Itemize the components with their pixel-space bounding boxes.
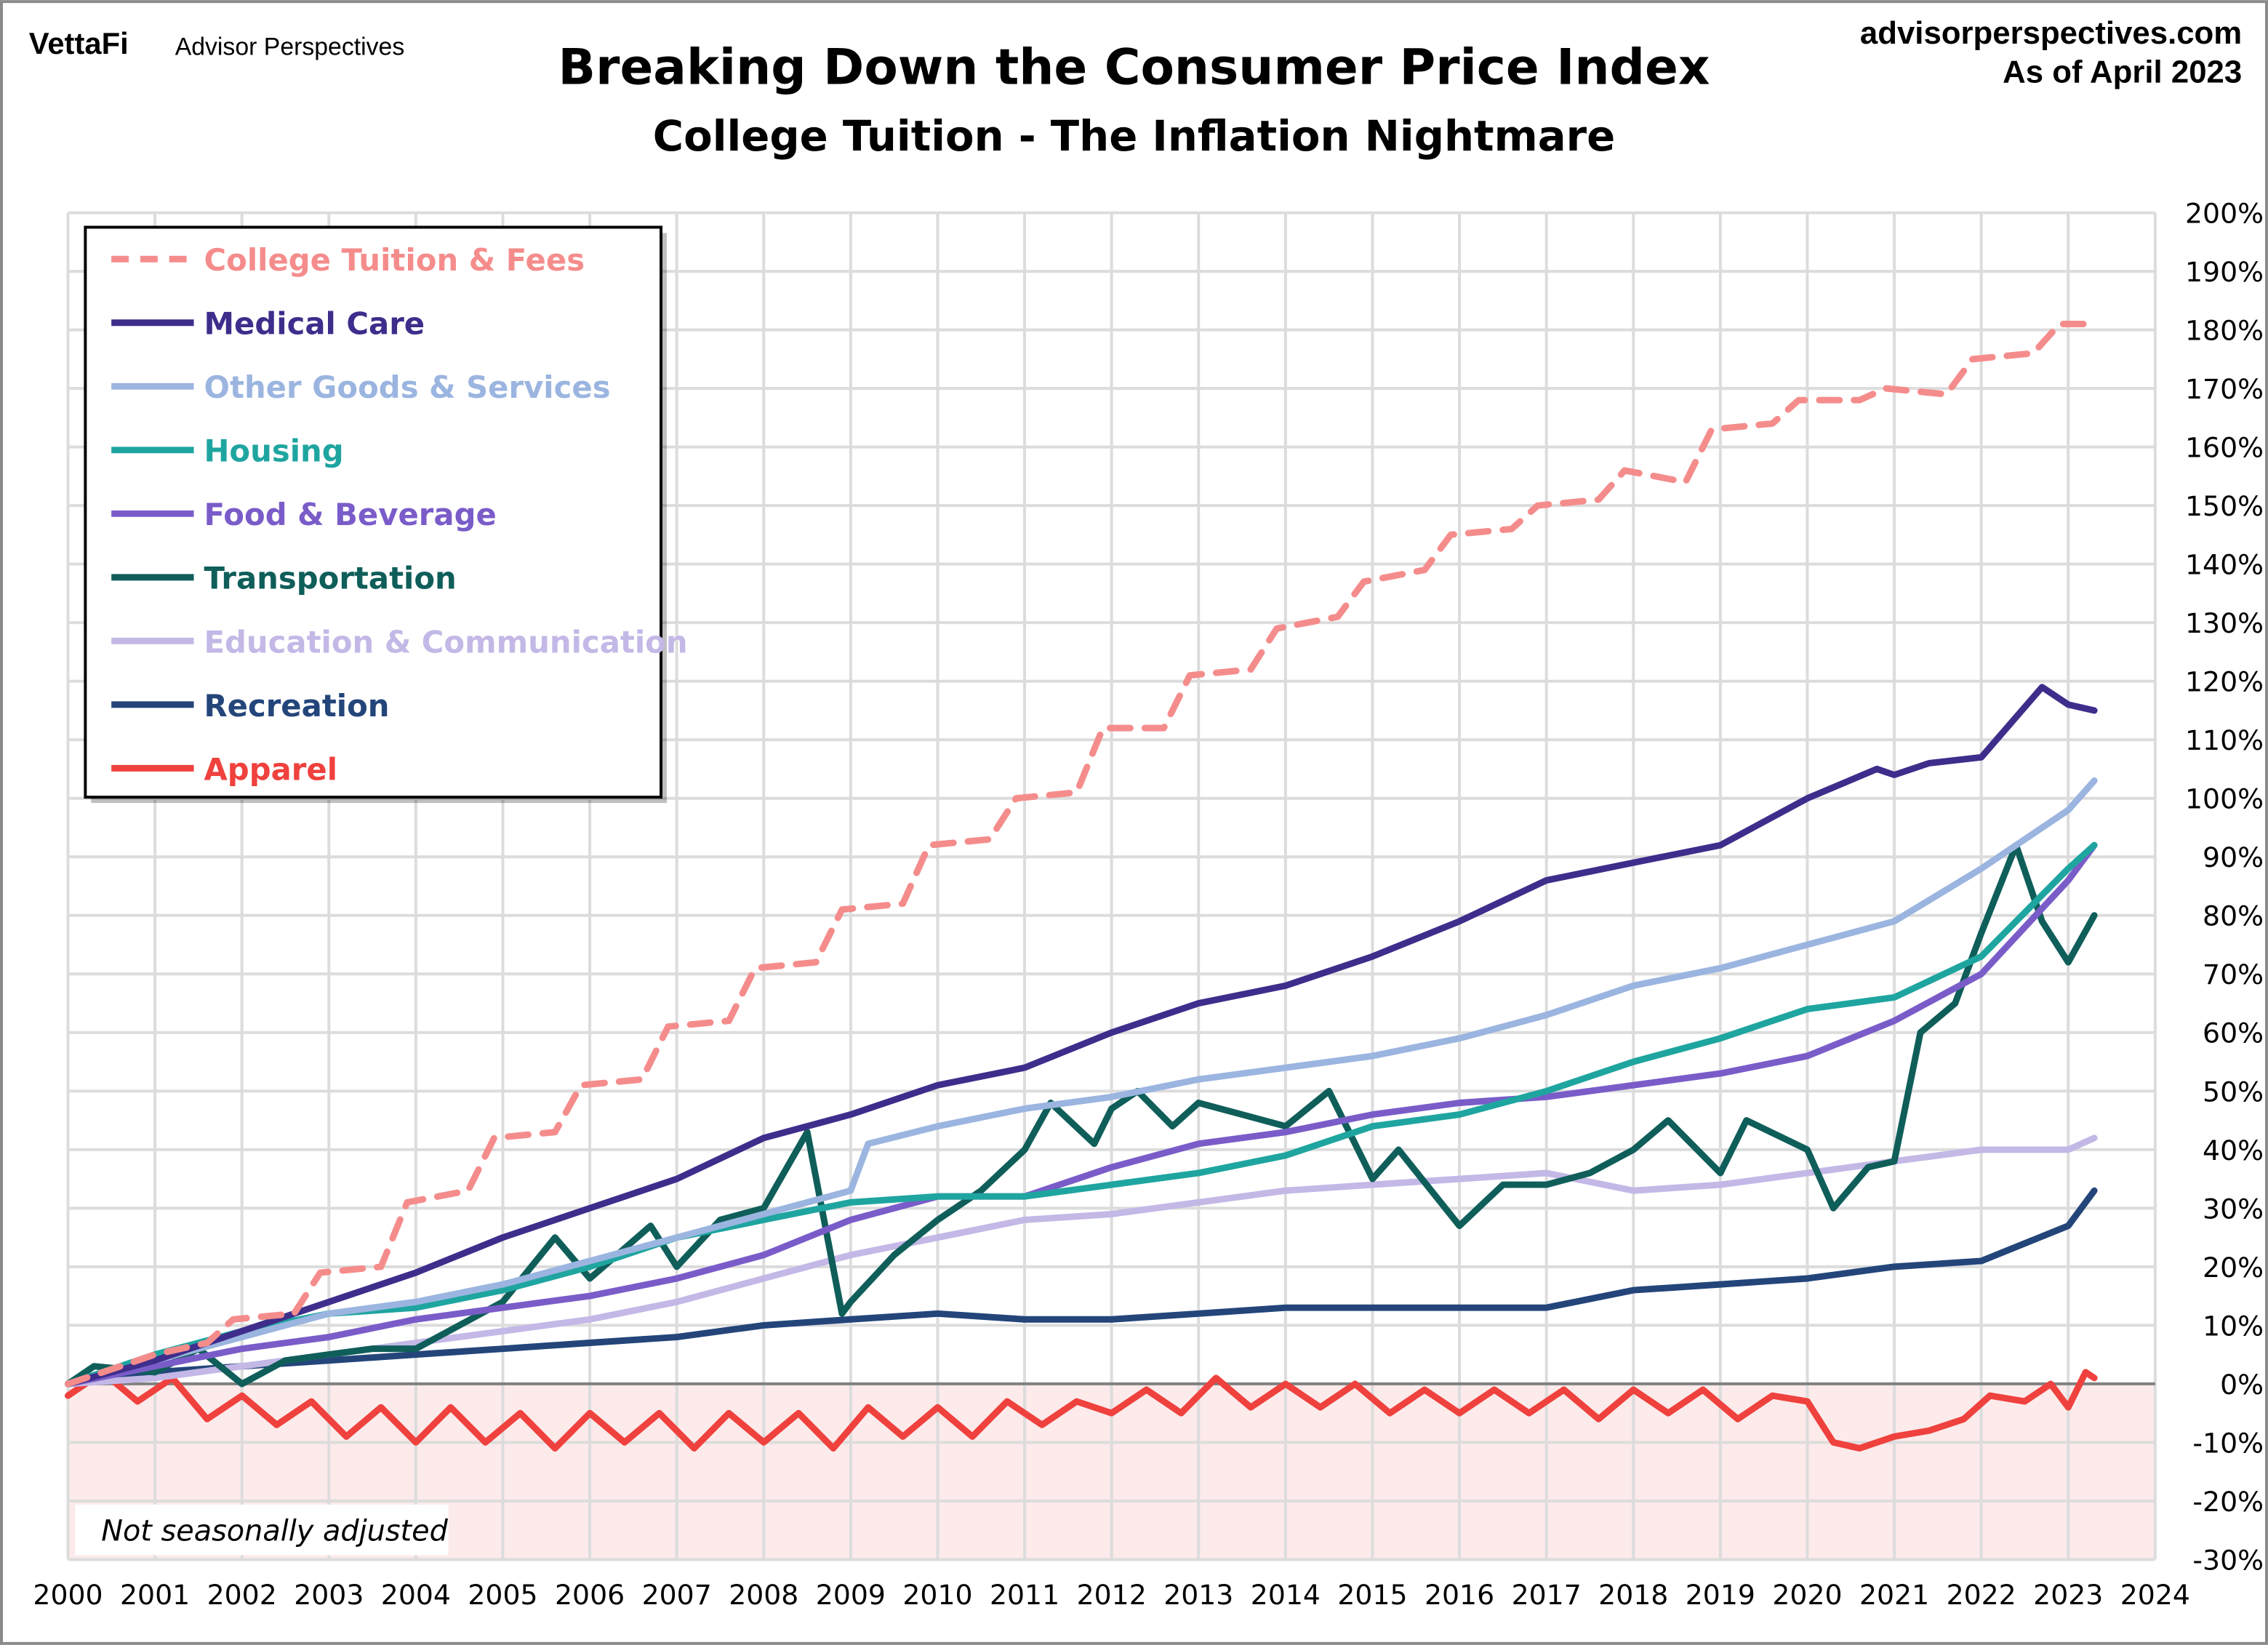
x-tick-label: 2012 <box>1077 1579 1147 1611</box>
note-text: Not seasonally adjusted <box>101 1515 448 1548</box>
legend-label: College Tuition & Fees <box>204 242 585 278</box>
y-tick-label: 110% <box>2185 724 2264 756</box>
chart-title: Breaking Down the Consumer Price Index <box>558 39 1710 96</box>
x-tick-label: 2006 <box>555 1579 625 1611</box>
series-line-other-goods-services <box>65 777 2098 1388</box>
x-tick-label: 2002 <box>207 1579 277 1611</box>
legend-label: Medical Care <box>204 306 425 342</box>
y-tick-label: 130% <box>2185 607 2264 639</box>
x-tick-label: 2007 <box>642 1579 712 1611</box>
legend-item-college-tuition-fees: College Tuition & Fees <box>111 242 585 278</box>
legend-label: Transportation <box>204 561 456 596</box>
legend-label: Recreation <box>204 688 389 724</box>
x-tick-label: 2008 <box>729 1579 798 1611</box>
legend-item-recreation: Recreation <box>111 688 390 724</box>
x-tick-label: 2013 <box>1163 1579 1233 1611</box>
y-tick-label: 0% <box>2220 1369 2264 1401</box>
x-tick-label: 2003 <box>294 1579 364 1611</box>
x-tick-label: 2011 <box>990 1579 1059 1611</box>
y-tick-label: 90% <box>2203 841 2264 873</box>
x-tick-label: 2014 <box>1251 1579 1321 1611</box>
y-tick-label: 170% <box>2185 373 2264 405</box>
legend-item-education-communication: Education & Communication <box>111 624 688 660</box>
y-tick-label: 20% <box>2203 1252 2264 1284</box>
legend: College Tuition & Fees Medical Care Other … <box>84 225 688 804</box>
legend-label: Food & Beverage <box>204 497 496 532</box>
x-tick-label: 2009 <box>816 1579 886 1611</box>
series-line-food-beverage <box>65 841 2098 1388</box>
chart-subtitle: College Tuition - The Inflation Nightmar… <box>653 111 1615 161</box>
series-line-apparel <box>65 1369 2098 1452</box>
legend-item-housing: Housing <box>111 433 344 469</box>
y-tick-label: 60% <box>2203 1017 2264 1049</box>
x-tick-label: 2024 <box>2120 1579 2190 1611</box>
y-tick-label: 140% <box>2185 549 2264 581</box>
x-tick-label: 2005 <box>468 1579 537 1611</box>
y-tick-label: 30% <box>2203 1193 2264 1225</box>
series-line-transportation <box>65 841 2098 1388</box>
x-tick-label: 2022 <box>1947 1579 2016 1611</box>
y-tick-label: 40% <box>2203 1134 2264 1166</box>
y-tick-label: 180% <box>2185 315 2264 347</box>
y-tick-label: 190% <box>2185 256 2264 288</box>
x-tick-label: 2000 <box>33 1579 103 1611</box>
legend-item-transportation: Transportation <box>111 561 457 596</box>
series-line-recreation <box>65 1187 2098 1388</box>
y-tick-label: 200% <box>2185 197 2264 229</box>
y-tick-label: -30% <box>2192 1544 2264 1576</box>
advisor-perspectives-logo: Advisor Perspectives <box>175 33 405 61</box>
y-tick-label: 150% <box>2185 490 2264 522</box>
y-tick-label: 160% <box>2185 432 2264 464</box>
x-tick-label: 2010 <box>902 1579 972 1611</box>
legend-item-other-goods-services: Other Goods & Services <box>111 369 611 405</box>
y-tick-label: -10% <box>2192 1427 2264 1459</box>
y-tick-label: 80% <box>2203 900 2264 932</box>
x-tick-label: 2017 <box>1512 1579 1582 1611</box>
series-line-medical-care <box>65 684 2098 1388</box>
y-tick-label: 50% <box>2203 1076 2264 1108</box>
legend-label: Education & Communication <box>204 624 687 660</box>
x-tick-label: 2019 <box>1686 1579 1755 1611</box>
series-line-housing <box>65 841 2098 1388</box>
site-url: advisorperspectives.com <box>1860 15 2242 51</box>
y-tick-label: 100% <box>2185 783 2264 815</box>
x-tick-label: 2016 <box>1424 1579 1494 1611</box>
x-tick-label: 2015 <box>1337 1579 1407 1611</box>
x-tick-label: 2001 <box>120 1579 190 1611</box>
x-tick-label: 2020 <box>1772 1579 1842 1611</box>
x-tick-label: 2023 <box>2033 1579 2103 1611</box>
legend-label: Other Goods & Services <box>204 369 610 405</box>
y-tick-label: 10% <box>2203 1310 2264 1342</box>
x-tick-label: 2004 <box>381 1579 451 1611</box>
y-tick-label: 120% <box>2185 666 2264 698</box>
y-tick-label: -20% <box>2192 1486 2264 1518</box>
legend-label: Housing <box>204 433 343 469</box>
note-box: Not seasonally adjusted <box>75 1504 449 1556</box>
vettafi-logo: VettaFi <box>29 26 129 60</box>
x-tick-label: 2021 <box>1859 1579 1929 1611</box>
series-line-college-tuition-fees <box>65 321 2098 1388</box>
as-of-date: As of April 2023 <box>2003 55 2242 90</box>
y-tick-label: 70% <box>2203 958 2264 990</box>
x-tick-label: 2018 <box>1598 1579 1668 1611</box>
legend-item-apparel: Apparel <box>111 751 337 787</box>
series-line-education-communication <box>65 1134 2098 1388</box>
legend-item-medical-care: Medical Care <box>111 306 425 342</box>
legend-item-food-beverage: Food & Beverage <box>111 497 497 532</box>
legend-label: Apparel <box>204 751 337 787</box>
